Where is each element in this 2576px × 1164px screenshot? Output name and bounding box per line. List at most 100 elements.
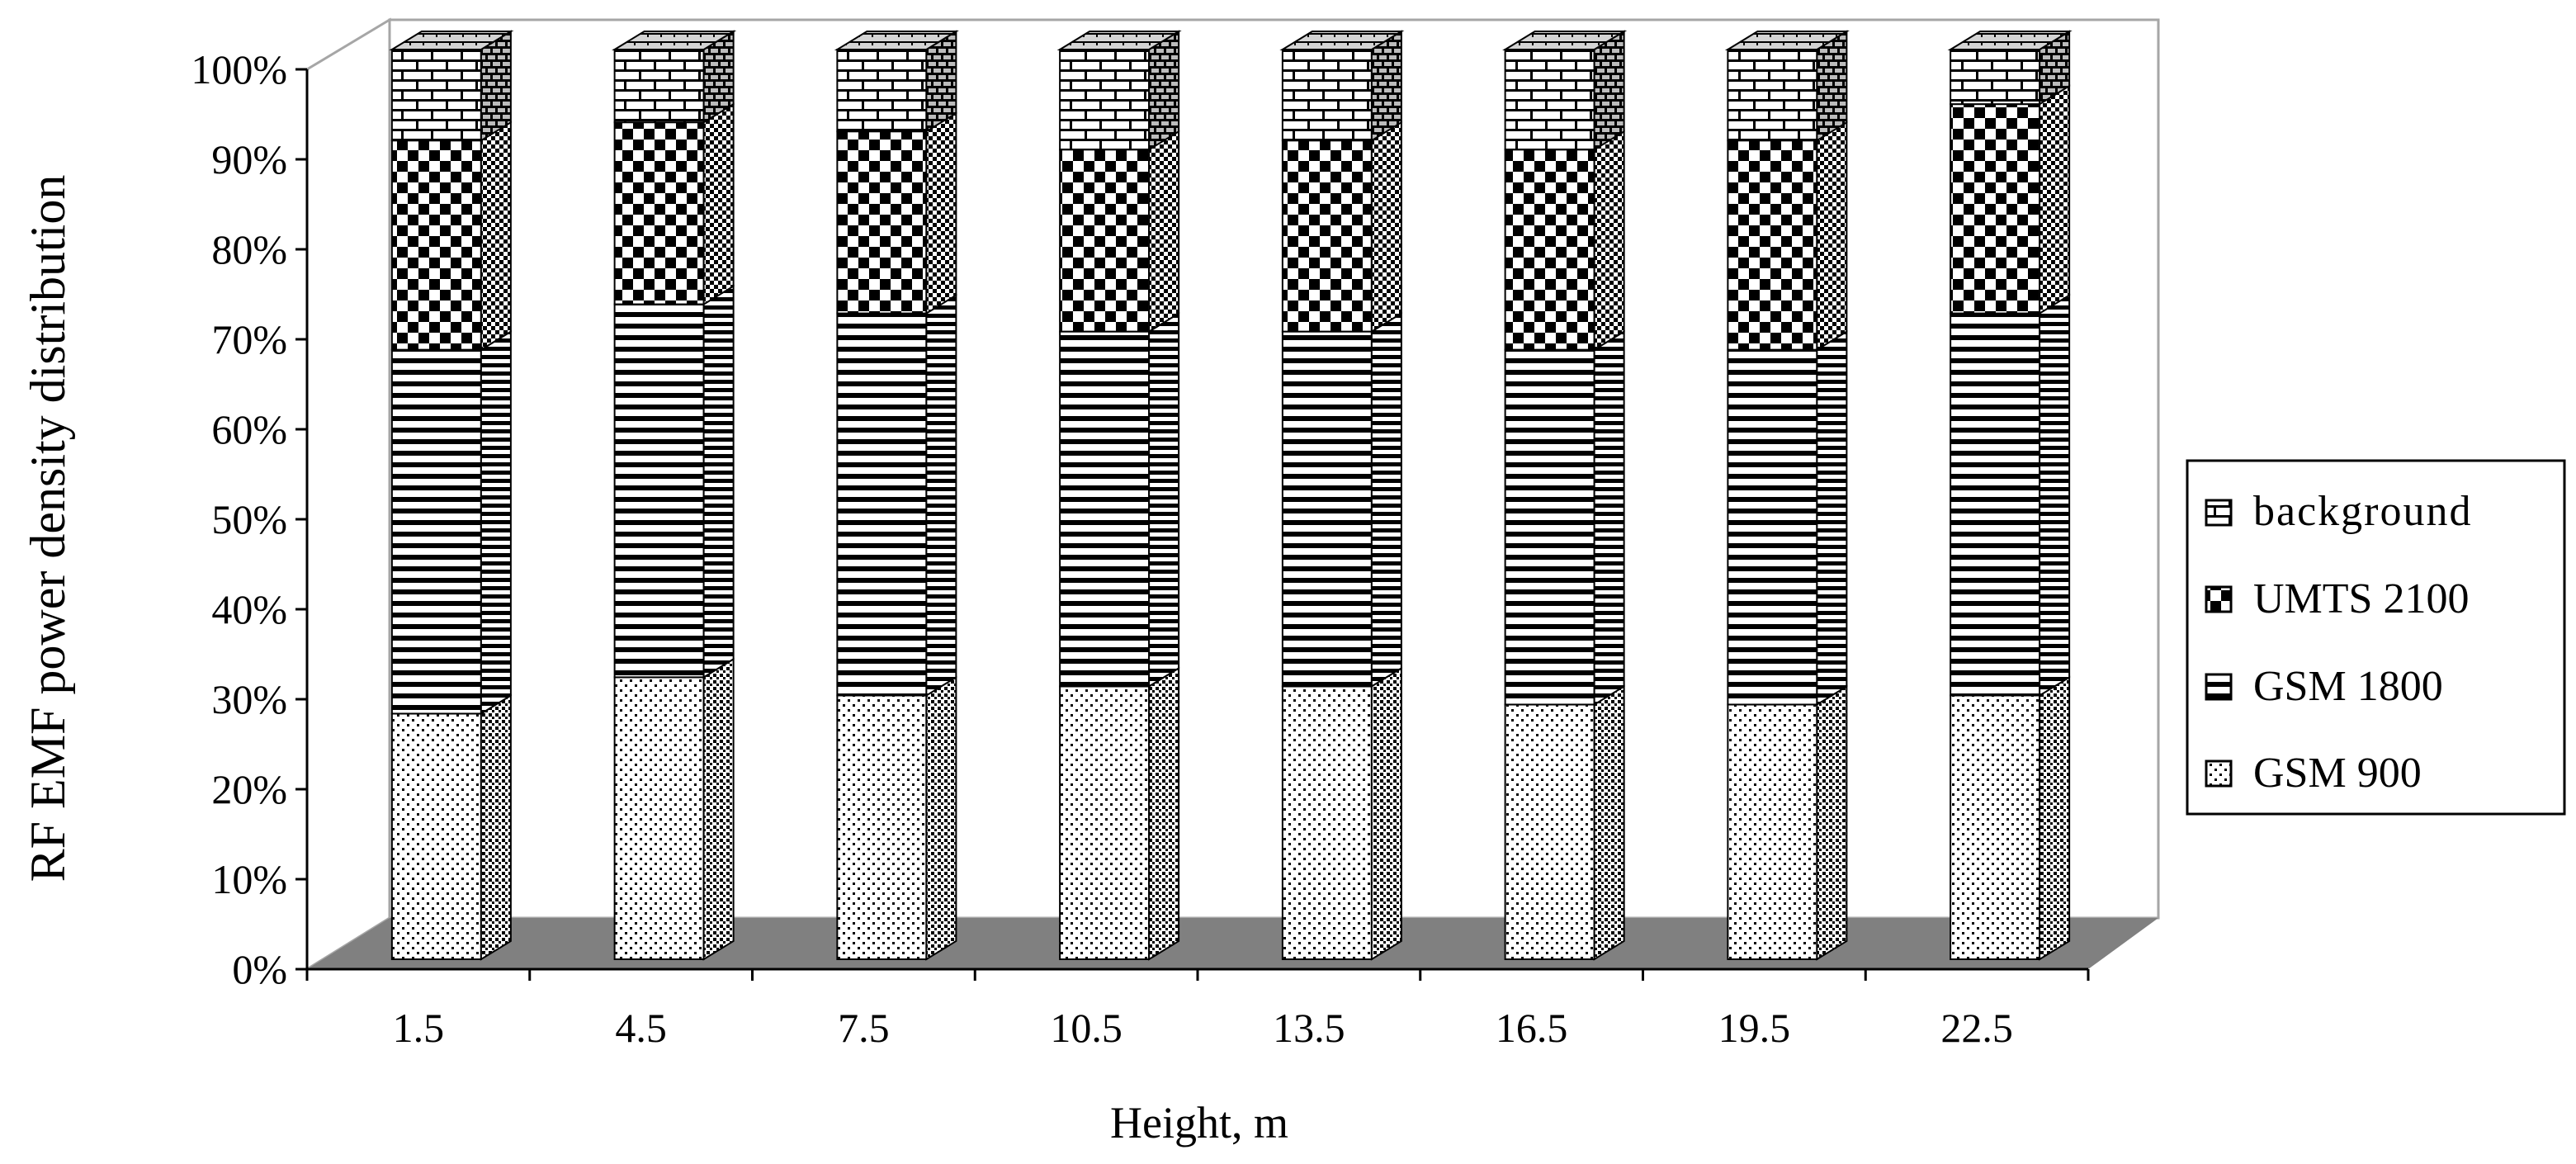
bar-front bbox=[1727, 140, 1818, 351]
bar-segment-gsm-1800 bbox=[836, 293, 957, 698]
bar-side bbox=[1148, 130, 1180, 334]
legend-label-gsm-900: GSM 900 bbox=[2253, 750, 2422, 797]
x-tick-label: 10.5 bbox=[1050, 1005, 1123, 1051]
bar-side bbox=[1370, 311, 1402, 688]
bar-front bbox=[1727, 49, 1818, 142]
bar-front bbox=[1727, 703, 1818, 960]
bar-side bbox=[1816, 329, 1848, 707]
bar-segment-umts-2100 bbox=[836, 111, 957, 315]
legend-item-background: background bbox=[2205, 488, 2470, 535]
bar-front bbox=[613, 49, 705, 124]
chart-side-wall bbox=[305, 17, 391, 972]
x-tick-label: 16.5 bbox=[1496, 1005, 1568, 1051]
bar-segment-gsm-1800 bbox=[1950, 293, 2071, 698]
bar-segment-umts-2100 bbox=[1059, 130, 1180, 334]
legend-item-umts-2100: UMTS 2100 bbox=[2205, 575, 2469, 622]
bar-top bbox=[1056, 31, 1182, 50]
bar-segment-background bbox=[836, 30, 957, 133]
bar-front bbox=[1504, 49, 1595, 151]
bar-front bbox=[390, 712, 482, 961]
bar-side bbox=[1816, 684, 1848, 961]
bar-segment-background bbox=[390, 30, 512, 142]
bar-side bbox=[702, 657, 735, 961]
bar-front bbox=[390, 49, 482, 142]
y-tick-label: 0% bbox=[232, 946, 287, 992]
y-tick-label: 90% bbox=[211, 136, 287, 182]
bar-front bbox=[1950, 49, 2041, 106]
bar-segment-gsm-1800 bbox=[1504, 329, 1625, 707]
legend-label-gsm-1800: GSM 1800 bbox=[2253, 663, 2443, 710]
bar-front bbox=[390, 348, 482, 715]
bar-front bbox=[1281, 140, 1373, 333]
bar-side bbox=[1593, 684, 1625, 961]
bar-side bbox=[480, 329, 512, 716]
bar-side bbox=[925, 675, 957, 961]
y-tick-label: 30% bbox=[211, 676, 287, 722]
legend-swatch-gsm-1800 bbox=[2205, 673, 2233, 701]
bar-front bbox=[1281, 49, 1373, 142]
x-tick-label: 13.5 bbox=[1273, 1005, 1345, 1051]
bar-top bbox=[834, 31, 959, 50]
bar-segment-gsm-900 bbox=[1727, 684, 1848, 961]
bar-segment-umts-2100 bbox=[1504, 130, 1625, 352]
y-tick-label: 100% bbox=[191, 46, 287, 92]
bar-front bbox=[836, 130, 928, 315]
bar-side bbox=[1593, 30, 1625, 152]
y-tick-label: 80% bbox=[211, 226, 287, 272]
bar-segment-gsm-1800 bbox=[613, 284, 735, 679]
bar-segment-gsm-1800 bbox=[1281, 311, 1402, 688]
bar-side bbox=[1148, 30, 1180, 152]
y-tick-label: 50% bbox=[211, 496, 287, 542]
bar-segment-background bbox=[1727, 30, 1848, 142]
plot-area bbox=[305, 17, 2160, 972]
x-axis-label: Height, m bbox=[1110, 1098, 1288, 1147]
bar-side bbox=[1816, 121, 1848, 352]
chart-floor bbox=[307, 918, 2158, 969]
y-tick-label: 40% bbox=[211, 586, 287, 632]
bar-front bbox=[613, 303, 705, 679]
bar-side bbox=[1148, 666, 1180, 961]
bar-top bbox=[612, 31, 737, 50]
bar-segment-background bbox=[613, 30, 735, 124]
bar-top bbox=[1502, 31, 1628, 50]
bar-side bbox=[1593, 329, 1625, 707]
bar-side bbox=[1593, 130, 1625, 352]
bar-segment-gsm-900 bbox=[613, 657, 735, 961]
bar-top bbox=[1947, 31, 2073, 50]
bar-segment-gsm-900 bbox=[836, 675, 957, 961]
bar-segment-gsm-900 bbox=[390, 693, 512, 961]
bar-segment-gsm-900 bbox=[1059, 666, 1180, 961]
legend-item-gsm-900: GSM 900 bbox=[2205, 750, 2422, 797]
y-tick-label: 60% bbox=[211, 406, 287, 452]
bar-side bbox=[1370, 666, 1402, 961]
bar-side bbox=[480, 121, 512, 352]
bar-side bbox=[2039, 293, 2071, 698]
bar-segment-background bbox=[1281, 30, 1402, 142]
legend-swatch-gsm-900 bbox=[2205, 759, 2233, 788]
x-tick-label: 4.5 bbox=[615, 1005, 667, 1051]
bar-front bbox=[613, 676, 705, 960]
bar-front bbox=[1059, 685, 1151, 961]
bar-segment-gsm-900 bbox=[1504, 684, 1625, 961]
y-tick-label: 10% bbox=[211, 856, 287, 902]
bar-segment-umts-2100 bbox=[613, 102, 735, 306]
bar-top bbox=[389, 31, 514, 50]
bar-side bbox=[925, 293, 957, 698]
legend-box bbox=[2186, 459, 2566, 816]
bar-side bbox=[925, 111, 957, 315]
bar-top bbox=[1279, 31, 1405, 50]
bar-segment-background bbox=[1059, 30, 1180, 152]
bar-front bbox=[836, 694, 928, 960]
bar-side bbox=[480, 693, 512, 961]
bar-front bbox=[390, 140, 482, 351]
bar-front bbox=[1727, 348, 1818, 706]
bar-front bbox=[1281, 685, 1373, 961]
bar-side bbox=[702, 284, 735, 679]
bar-front bbox=[1504, 348, 1595, 706]
bar-front bbox=[1950, 312, 2041, 697]
bar-segment-gsm-1800 bbox=[390, 329, 512, 716]
bar-segment-umts-2100 bbox=[1950, 84, 2071, 315]
x-axis-ticks: 1.5 4.5 7.5 10.5 13.5 16.5 19.5 22.5 bbox=[305, 969, 2090, 1051]
bar-top bbox=[1724, 31, 1850, 50]
